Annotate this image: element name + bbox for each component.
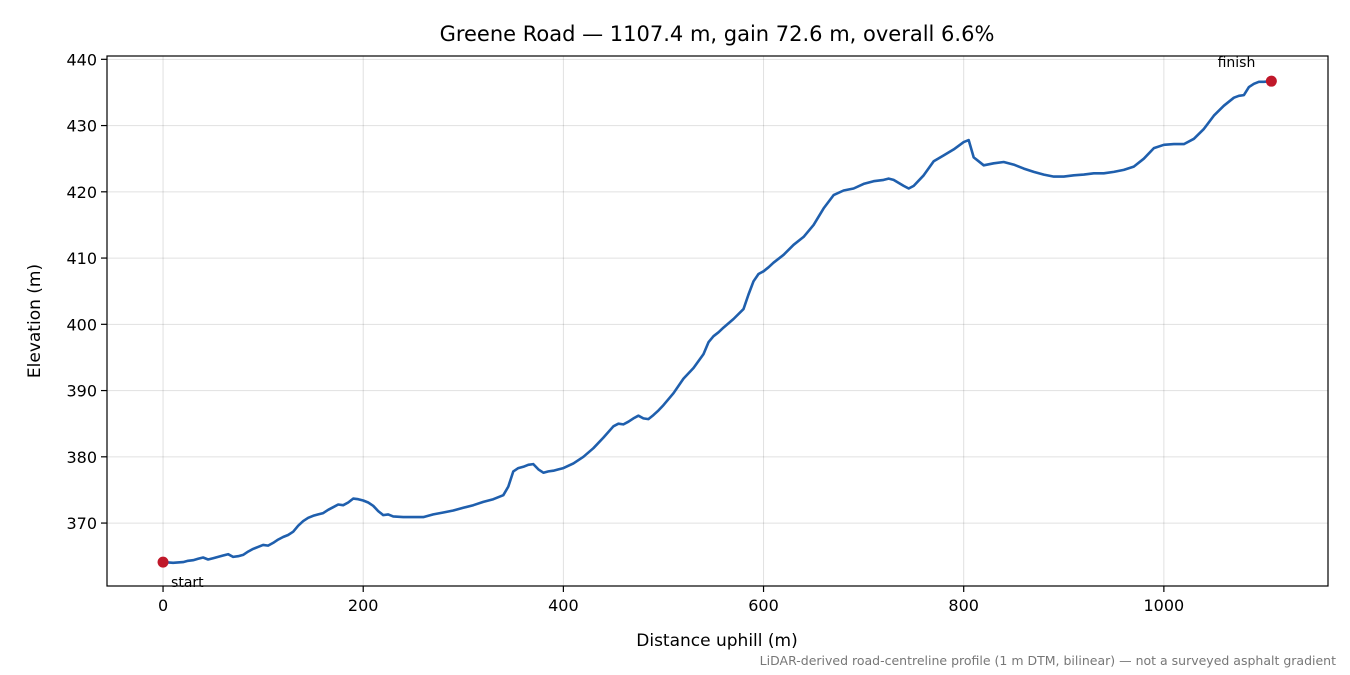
y-tick-label: 440: [66, 50, 97, 69]
x-tick-label: 600: [748, 596, 779, 615]
x-tick-label: 800: [948, 596, 979, 615]
y-tick-label: 370: [66, 514, 97, 533]
grid: [107, 56, 1328, 586]
plot-frame: [106, 55, 1329, 587]
x-tick-label: 1000: [1144, 596, 1185, 615]
x-tick-label: 200: [348, 596, 379, 615]
series-layer: [161, 79, 1273, 565]
x-axis: 0 200 400 600 800 1000: [158, 586, 1184, 615]
y-tick-label: 430: [66, 117, 97, 136]
x-tick-label: 400: [548, 596, 579, 615]
finish-label: finish: [1218, 55, 1256, 71]
y-axis: 370 380 390 400 410 420 430 440: [66, 50, 107, 533]
chart-title: Greene Road — 1107.4 m, gain 72.6 m, ove…: [440, 22, 995, 46]
y-tick-label: 410: [66, 249, 97, 268]
annotation-layer: start finish: [157, 55, 1277, 591]
footnote: LiDAR-derived road-centreline profile (1…: [760, 653, 1336, 668]
y-tick-label: 390: [66, 382, 97, 401]
x-axis-label: Distance uphill (m): [636, 631, 797, 651]
start-point-marker: [157, 556, 169, 568]
elevation-line: [161, 79, 1273, 565]
y-tick-label: 400: [66, 315, 97, 334]
y-tick-label: 380: [66, 448, 97, 467]
y-tick-label: 420: [66, 183, 97, 202]
x-tick-label: 0: [158, 596, 168, 615]
y-axis-label: Elevation (m): [25, 264, 45, 378]
start-label: start: [171, 575, 204, 591]
finish-point-marker: [1265, 75, 1277, 87]
